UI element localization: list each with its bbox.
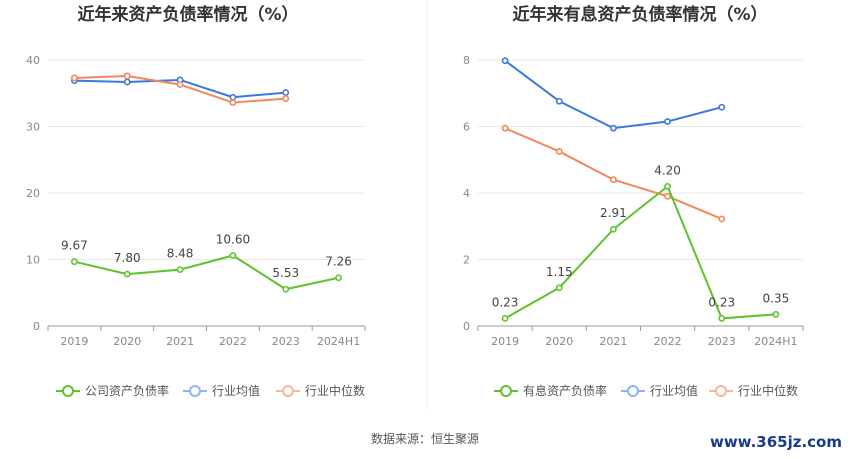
- watermark: www.365jz.com: [709, 433, 842, 451]
- data-point: [229, 99, 237, 106]
- data-label: 9.67: [61, 239, 88, 253]
- data-source-note: 数据来源：恒生聚源: [370, 432, 479, 446]
- legend-swatch-marker: [62, 385, 74, 397]
- y-tick-label: 0: [463, 320, 470, 333]
- legend-label: 行业均值: [212, 383, 260, 398]
- data-point: [123, 78, 131, 86]
- y-tick-label: 30: [26, 121, 40, 134]
- data-point: [176, 81, 184, 89]
- data-point: [555, 97, 563, 105]
- data-point: [229, 252, 237, 259]
- data-point: [71, 74, 78, 82]
- data-point: [610, 225, 617, 233]
- x-tick-label: 2019: [491, 335, 519, 348]
- chart-title: 近年来有息资产负债率情况（%）: [512, 4, 767, 25]
- legend-label: 行业中位数: [305, 383, 365, 398]
- legend-swatch-marker: [500, 385, 512, 397]
- data-label: 8.48: [167, 247, 194, 261]
- data-label: 0.35: [763, 291, 790, 305]
- chart-title: 近年来资产负债率情况（%）: [77, 4, 298, 25]
- y-tick-label: 0: [33, 320, 40, 333]
- data-point: [555, 284, 563, 292]
- data-point: [71, 258, 78, 266]
- data-point: [501, 124, 509, 132]
- data-label: 0.23: [708, 295, 735, 309]
- legend-label: 有息资产负债率: [523, 383, 607, 398]
- x-tick-label: 2024H1: [754, 335, 797, 348]
- legend-swatch-marker: [715, 385, 727, 397]
- data-point: [282, 89, 290, 96]
- y-tick-label: 6: [463, 121, 470, 134]
- data-point: [555, 148, 563, 155]
- y-tick-label: 4: [463, 187, 470, 200]
- legend-swatch-marker: [189, 385, 201, 397]
- series-line-0: [504, 185, 776, 320]
- data-point: [335, 274, 342, 282]
- data-label: 4.20: [654, 163, 681, 177]
- x-tick-label: 2021: [599, 335, 627, 348]
- x-tick-label: 2020: [113, 335, 141, 348]
- legend-label: 行业中位数: [738, 383, 798, 398]
- x-tick-label: 2020: [545, 335, 573, 348]
- data-point: [772, 310, 780, 318]
- x-tick-label: 2019: [60, 335, 88, 348]
- data-point: [229, 93, 237, 101]
- data-point: [664, 118, 671, 125]
- data-label: 7.80: [114, 251, 141, 265]
- legend-swatch-marker: [627, 385, 639, 397]
- debt-ratio-chart: 近年来资产负债率情况（%） 0 10 20 30 40 2019 2020 2021 2022 20…: [26, 4, 366, 398]
- data-point: [610, 176, 617, 184]
- y-tick-label: 10: [26, 254, 40, 267]
- series-line-0: [74, 254, 339, 291]
- x-tick-label: 2023: [272, 335, 300, 348]
- data-point: [718, 215, 726, 223]
- x-tick-label: 2021: [166, 335, 194, 348]
- x-tick-label: 2024H1: [317, 335, 360, 348]
- legend-label: 公司资产负债率: [85, 383, 169, 398]
- y-tick-label: 20: [26, 187, 40, 200]
- data-label: 0.23: [492, 295, 519, 309]
- data-point: [123, 270, 131, 278]
- data-point: [282, 95, 290, 102]
- data-point: [501, 57, 509, 65]
- data-label: 5.53: [272, 266, 299, 280]
- data-label: 2.91: [600, 206, 627, 220]
- data-point: [610, 124, 617, 132]
- data-point: [664, 182, 671, 190]
- data-point: [501, 314, 509, 322]
- data-point: [718, 103, 726, 111]
- y-tick-label: 8: [463, 54, 470, 67]
- data-label: 10.60: [216, 233, 250, 247]
- interest-bearing-debt-ratio-chart: 近年来有息资产负债率情况（%） 0 2 4 6 8 2019 2020 2021 2022 2023…: [463, 4, 804, 398]
- legend-swatch-marker: [282, 385, 294, 397]
- y-tick-label: 40: [26, 54, 40, 67]
- data-point: [664, 192, 671, 200]
- data-point: [176, 266, 184, 274]
- data-label: 1.15: [546, 265, 573, 279]
- data-point: [282, 285, 290, 293]
- x-tick-label: 2023: [708, 335, 736, 348]
- y-tick-label: 2: [463, 254, 470, 267]
- data-point: [718, 314, 726, 322]
- x-tick-label: 2022: [654, 335, 682, 348]
- data-point: [123, 72, 131, 80]
- x-tick-label: 2022: [219, 335, 247, 348]
- series-line-1: [504, 59, 723, 130]
- legend-label: 行业均值: [650, 383, 698, 398]
- data-label: 7.26: [325, 255, 352, 269]
